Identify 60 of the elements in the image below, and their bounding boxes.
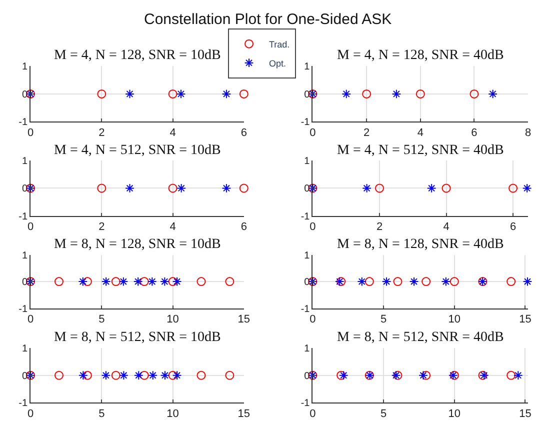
x-tick-label: 15 — [519, 313, 532, 326]
y-tick-label: 0 — [22, 277, 28, 288]
x-tick-label: 10 — [166, 313, 179, 326]
chart-title: M = 8, N = 128, SNR = 10dB — [54, 237, 221, 252]
y-tick-label: -1 — [300, 117, 310, 128]
x-tick-label: 2 — [364, 126, 370, 139]
x-tick-label: 15 — [519, 408, 532, 420]
chart-title: M = 8, N = 512, SNR = 40dB — [337, 330, 504, 345]
x-tick-label: 10 — [448, 408, 461, 420]
y-tick-label: -1 — [18, 304, 28, 315]
x-tick-label: 4 — [170, 126, 176, 139]
y-tick-label: 0 — [304, 277, 310, 288]
chart-title: M = 4, N = 128, SNR = 10dB — [54, 48, 221, 63]
y-tick-label: -1 — [18, 211, 28, 222]
y-tick-label: -1 — [18, 117, 28, 128]
x-tick-label: 2 — [98, 126, 105, 139]
x-tick-label: 15 — [238, 313, 250, 326]
x-tick-label: 6 — [471, 126, 478, 139]
x-tick-label: 4 — [170, 221, 176, 234]
y-tick-label: -1 — [300, 211, 310, 222]
x-tick-label: 2 — [376, 221, 383, 234]
chart-title: M = 4, N = 512, SNR = 40dB — [337, 143, 504, 158]
x-tick-label: 8 — [525, 126, 532, 139]
y-tick-label: 0 — [304, 370, 310, 382]
x-tick-label: 10 — [166, 408, 179, 420]
chart-title: M = 4, N = 128, SNR = 40dB — [337, 48, 504, 63]
x-tick-label: 5 — [380, 313, 387, 326]
x-tick-label: 6 — [510, 221, 516, 234]
x-tick-label: 5 — [380, 408, 387, 420]
y-tick-label: 0 — [22, 184, 28, 195]
x-tick-label: 6 — [240, 221, 247, 234]
y-tick-label: 0 — [22, 370, 28, 382]
x-tick-label: 15 — [238, 408, 250, 420]
x-tick-label: 2 — [98, 221, 105, 234]
y-tick-label: 1 — [304, 156, 310, 168]
chart-title: M = 8, N = 512, SNR = 10dB — [54, 330, 221, 345]
x-tick-label: 4 — [417, 126, 424, 139]
chart-title: M = 4, N = 512, SNR = 10dB — [54, 143, 221, 158]
legend-label: Trad. — [269, 39, 290, 50]
y-tick-label: -1 — [18, 398, 28, 410]
y-tick-label: 1 — [22, 250, 28, 262]
legend-label: Opt. — [269, 58, 286, 68]
x-tick-label: 6 — [240, 126, 247, 139]
x-tick-label: 5 — [98, 313, 105, 326]
y-tick-label: 1 — [22, 344, 28, 355]
x-tick-label: 10 — [448, 313, 461, 326]
y-tick-label: 0 — [304, 89, 310, 100]
x-tick-label: 4 — [443, 221, 450, 234]
x-tick-label: 5 — [98, 408, 105, 420]
y-tick-label: -1 — [300, 398, 310, 410]
chart-title: M = 8, N = 128, SNR = 40dB — [337, 237, 504, 252]
y-tick-label: 0 — [22, 89, 28, 100]
y-tick-label: -1 — [300, 304, 310, 315]
y-tick-label: 1 — [304, 344, 310, 355]
y-tick-label: 1 — [22, 62, 28, 73]
y-tick-label: 1 — [304, 62, 310, 73]
y-tick-label: 0 — [304, 184, 310, 195]
y-tick-label: 1 — [22, 156, 28, 168]
y-tick-label: 1 — [304, 250, 310, 262]
text: Constellation Plot for One-Sided ASK — [144, 11, 392, 28]
